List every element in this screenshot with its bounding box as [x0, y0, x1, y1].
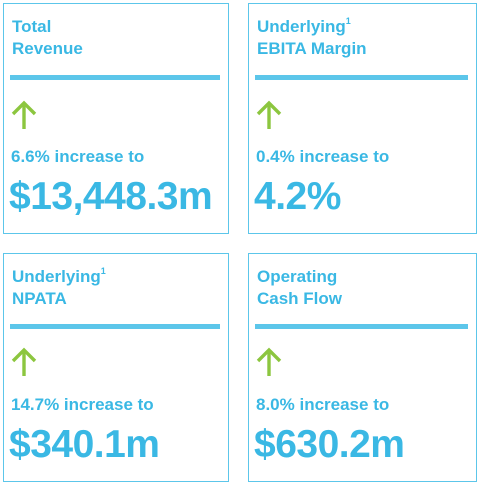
card-title-line2: Revenue — [12, 39, 83, 58]
change-text: 14.7% increase to — [11, 395, 154, 414]
card-divider — [10, 324, 220, 329]
card-divider — [255, 75, 468, 80]
card-title-line1: Total — [12, 17, 52, 36]
card-title-line2: EBITA Margin — [257, 39, 367, 58]
card-title: Underlying1 NPATA — [12, 266, 106, 310]
up-arrow-icon — [11, 347, 37, 376]
card-title-line1: Operating — [257, 267, 338, 286]
card-title: Underlying1 EBITA Margin — [257, 16, 367, 60]
metric-value: 4.2% — [254, 175, 341, 218]
up-arrow-icon — [11, 100, 37, 129]
card-title: Operating Cash Flow — [257, 266, 342, 310]
card-divider — [10, 75, 220, 80]
metric-card-npata: Underlying1 NPATA 14.7% increase to $340… — [3, 253, 229, 482]
metric-card-total-revenue: Total Revenue 6.6% increase to $13,448.3… — [3, 3, 229, 234]
change-text: 6.6% increase to — [11, 147, 145, 166]
metric-value: $630.2m — [254, 423, 405, 466]
metric-value: $340.1m — [9, 423, 160, 466]
metric-value: $13,448.3m — [9, 175, 213, 218]
up-arrow-icon — [256, 100, 282, 129]
card-title-line1: Underlying — [257, 17, 346, 36]
metric-card-ebita-margin: Underlying1 EBITA Margin 0.4% increase t… — [248, 3, 477, 234]
card-title-line2: Cash Flow — [257, 289, 343, 308]
footnote-marker: 1 — [100, 266, 106, 277]
change-text: 0.4% increase to — [256, 147, 390, 166]
card-title-line1: Underlying — [12, 267, 101, 286]
card-title: Total Revenue — [12, 16, 83, 60]
change-text: 8.0% increase to — [256, 395, 390, 414]
card-title-line2: NPATA — [12, 289, 67, 308]
up-arrow-icon — [256, 347, 282, 376]
metric-card-operating-cash-flow: Operating Cash Flow 8.0% increase to $63… — [248, 253, 477, 482]
card-divider — [255, 324, 468, 329]
footnote-marker: 1 — [345, 16, 351, 27]
